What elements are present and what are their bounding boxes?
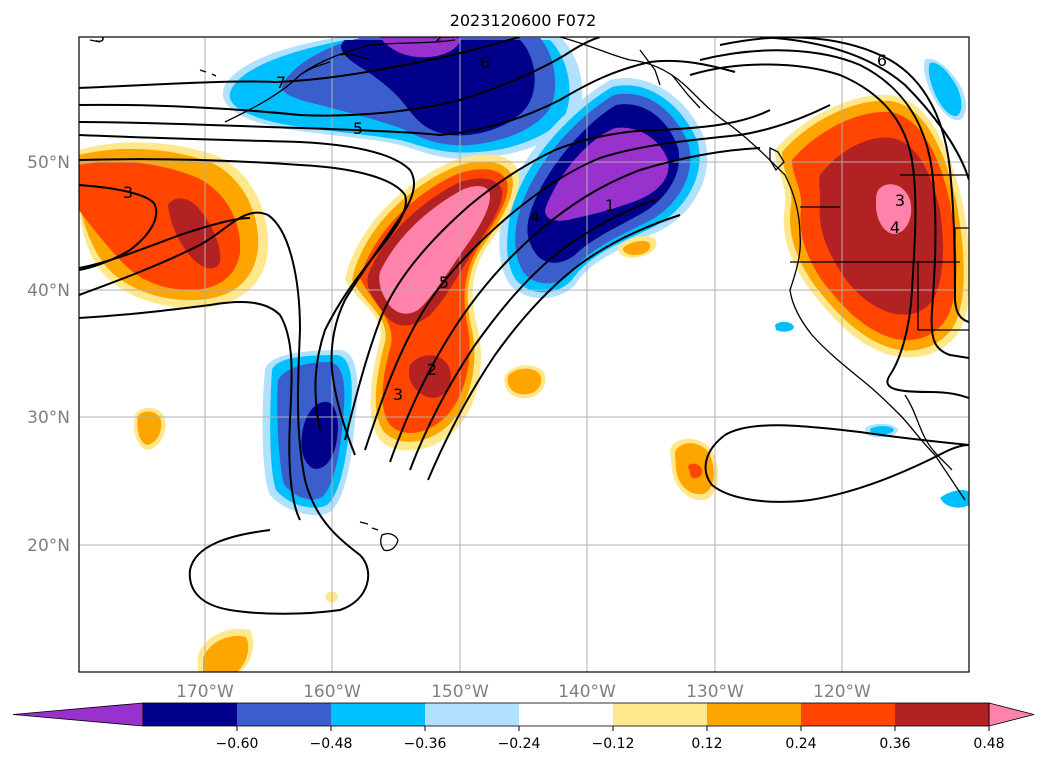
colorbar-tick-label: 0.24 bbox=[785, 736, 816, 752]
contour-label: 5 bbox=[353, 119, 363, 138]
lat-label: 50°N bbox=[27, 153, 70, 173]
contour-label: 4 bbox=[530, 207, 540, 226]
colorbar-segment bbox=[425, 703, 520, 726]
contour-label: 2 bbox=[435, 27, 445, 46]
contour-label: 7 bbox=[276, 73, 286, 92]
filled-anomaly-layer bbox=[79, 37, 969, 672]
lon-label: 140°W bbox=[558, 682, 616, 702]
lon-label: 120°W bbox=[813, 682, 871, 702]
lon-label: 160°W bbox=[303, 682, 361, 702]
colorbar-tick-label: −0.60 bbox=[216, 736, 259, 752]
contour-label: 3 bbox=[95, 27, 105, 46]
colorbar bbox=[12, 702, 1035, 727]
contour-label: 3 bbox=[895, 191, 905, 210]
colorbar-outline bbox=[142, 702, 990, 727]
map-frame bbox=[78, 36, 970, 673]
map-title: 2023120600 F072 bbox=[450, 11, 597, 30]
contour-label: 2 bbox=[427, 360, 437, 379]
colorbar-tick-label: −0.12 bbox=[592, 736, 635, 752]
contour-label: 1 bbox=[605, 196, 615, 215]
colorbar-segment bbox=[895, 703, 990, 726]
lon-label: 150°W bbox=[431, 682, 489, 702]
colorbar-tick-label: 0.48 bbox=[973, 736, 1004, 752]
contour-label: 5 bbox=[439, 273, 449, 292]
contour-labels: 7 6 5 3 4 3 2 5 2 3 1 6 3 4 bbox=[95, 27, 905, 404]
colorbar-tick-label: −0.36 bbox=[404, 736, 447, 752]
lat-label: 30°N bbox=[27, 408, 70, 428]
contour-label: 3 bbox=[123, 183, 133, 202]
map-plot-area: 7 6 5 3 4 3 2 5 2 3 1 6 3 4 bbox=[79, 27, 969, 672]
contour-label: 4 bbox=[890, 218, 900, 237]
lat-label: 40°N bbox=[27, 281, 70, 301]
lat-label: 20°N bbox=[27, 536, 70, 556]
colorbar-segment bbox=[237, 703, 332, 726]
colorbar-segment bbox=[143, 703, 238, 726]
colorbar-segment bbox=[707, 703, 802, 726]
colorbar-tick-label: 0.36 bbox=[879, 736, 910, 752]
latitude-labels: 50°N 40°N 30°N 20°N bbox=[27, 153, 70, 556]
colorbar-segment bbox=[801, 703, 896, 726]
lon-label: 170°W bbox=[176, 682, 234, 702]
contour-label: 6 bbox=[877, 51, 887, 70]
contour-label: 6 bbox=[480, 53, 490, 72]
colorbar-segment bbox=[613, 703, 708, 726]
lon-label: 130°W bbox=[686, 682, 744, 702]
colorbar-tick-label: −0.24 bbox=[498, 736, 541, 752]
colorbar-tick-labels: −0.60 −0.48 −0.36 −0.24 −0.12 0.12 0.24 0.36 0.4… bbox=[216, 726, 1005, 752]
height-contours bbox=[79, 37, 969, 615]
colorbar-segment bbox=[331, 703, 426, 726]
graticule bbox=[79, 37, 969, 672]
colorbar-segment bbox=[519, 703, 614, 726]
contour-label: 3 bbox=[393, 385, 403, 404]
longitude-labels: 170°W 160°W 150°W 140°W 130°W 120°W bbox=[176, 682, 871, 702]
colorbar-tick-label: −0.48 bbox=[310, 736, 353, 752]
colorbar-extend-low bbox=[12, 702, 144, 727]
colorbar-tick-label: 0.12 bbox=[691, 736, 722, 752]
colorbar-extend-high bbox=[988, 702, 1035, 727]
